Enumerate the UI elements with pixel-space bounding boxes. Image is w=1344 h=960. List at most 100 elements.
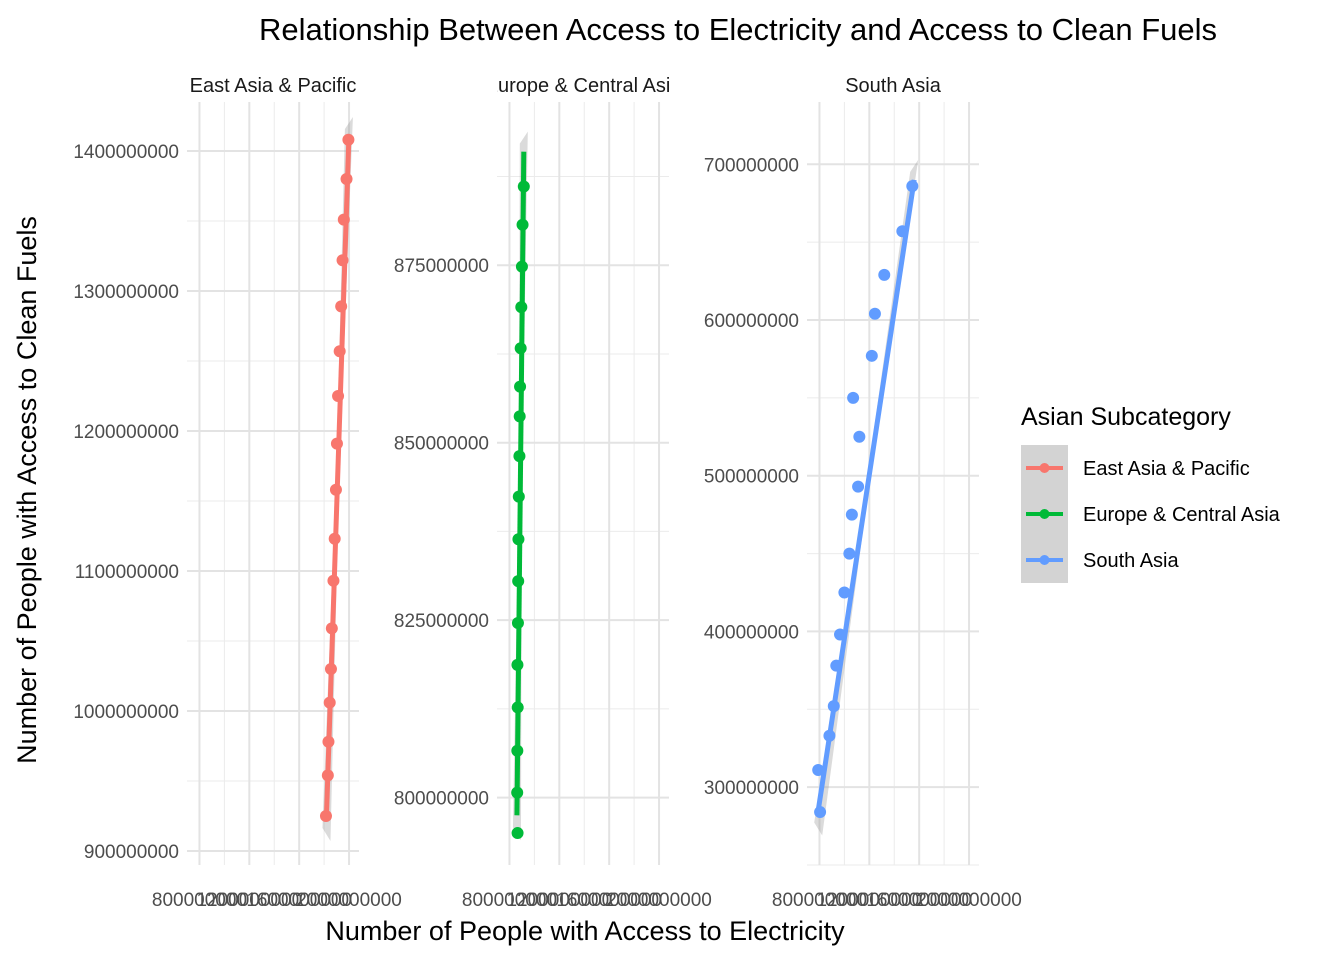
data-point: [896, 225, 909, 238]
data-point: [514, 380, 527, 393]
x-tick-label: 800000000: [462, 890, 557, 911]
data-point: [517, 180, 530, 193]
y-tick-label: 400000000: [704, 622, 799, 643]
x-tick-label: 1200000000: [816, 890, 922, 911]
x-tick-label: 1600000000: [866, 890, 972, 911]
data-point: [513, 450, 526, 463]
data-point: [838, 586, 851, 599]
y-tick-label: 850000000: [394, 434, 489, 455]
legend-item-label: South Asia: [1083, 550, 1180, 572]
data-point: [333, 345, 346, 358]
plot-area: [511, 131, 530, 841]
data-point: [812, 764, 825, 777]
data-point: [324, 663, 337, 675]
data-point: [323, 696, 336, 709]
x-tick-label: 1200000000: [196, 890, 302, 911]
data-point: [511, 616, 524, 629]
x-tick-label: 2000000000: [606, 890, 712, 911]
x-tick-label: 800000000: [772, 890, 867, 911]
data-point: [335, 300, 348, 313]
y-tick-label: 1000000000: [73, 702, 179, 723]
panel-2: South Asia 300000000 400000000 500000000 600…: [704, 75, 1022, 911]
data-point: [830, 659, 843, 672]
y-tick-label: 700000000: [704, 155, 799, 176]
y-tick-label: 1100000000: [75, 562, 179, 583]
y-tick-label: 1300000000: [73, 282, 179, 303]
data-point: [511, 701, 524, 714]
trend-line: [815, 179, 917, 811]
legend-key-point: [1039, 555, 1050, 565]
y-tick-label: 1200000000: [73, 422, 179, 443]
y-axis-label: Number of People with Access to Clean Fu…: [12, 216, 42, 764]
strip-label: South Asia: [845, 75, 942, 97]
y-tick-label: 500000000: [704, 467, 799, 488]
data-point: [515, 301, 528, 314]
legend-item-label: East Asia & Pacific: [1083, 458, 1250, 480]
data-point: [512, 575, 525, 588]
data-point: [814, 806, 827, 819]
data-point: [852, 480, 865, 493]
panels-layer: East Asia & Pacific 900000000 1000000000 11…: [73, 75, 1022, 911]
data-point: [511, 658, 524, 671]
data-point: [843, 547, 856, 560]
data-point: [512, 490, 525, 503]
y-tick-label: 1400000000: [73, 142, 179, 163]
legend-key-point: [1039, 463, 1050, 473]
legend-title: Asian Subcategory: [1021, 403, 1231, 431]
strip-label: East Asia & Pacific: [190, 75, 357, 97]
panel-0: East Asia & Pacific 900000000 1000000000 11…: [73, 75, 402, 911]
x-tick-label: 1600000000: [556, 890, 662, 911]
strip-label: Europe & Central Asia: [485, 75, 683, 97]
y-tick-label: 800000000: [394, 789, 489, 810]
y-tick-label: 600000000: [704, 311, 799, 332]
x-axis-label: Number of People with Access to Electric…: [325, 916, 845, 946]
legend-item-label: Europe & Central Asia: [1083, 504, 1281, 526]
data-point: [512, 533, 525, 546]
plot-area: [319, 117, 355, 841]
data-point: [322, 735, 335, 748]
data-point: [515, 260, 528, 273]
legend-key-point: [1039, 509, 1050, 519]
plot-area: [812, 159, 919, 836]
data-point: [342, 133, 355, 146]
data-point: [834, 628, 847, 641]
data-point: [330, 437, 343, 450]
data-point: [878, 268, 891, 281]
data-point: [329, 483, 342, 496]
data-point: [336, 254, 349, 267]
y-tick-label: 300000000: [704, 778, 799, 799]
data-point: [845, 508, 858, 521]
panel-1: Europe & Central Asia 800000000 825000000 8…: [394, 75, 712, 911]
data-point: [511, 786, 524, 799]
x-tick-label: 800000000: [152, 890, 247, 911]
data-point: [340, 173, 353, 185]
data-point: [853, 430, 866, 443]
data-point: [823, 729, 836, 742]
data-point: [337, 213, 350, 226]
data-point: [847, 391, 860, 404]
y-tick-label: 900000000: [84, 842, 179, 863]
data-point: [513, 410, 526, 423]
data-point: [319, 810, 332, 822]
data-point: [865, 349, 878, 362]
x-tick-label: 2000000000: [296, 890, 402, 911]
legend: Asian Subcategory East Asia & Pacific Eur…: [1021, 403, 1281, 583]
trend-line: [323, 136, 352, 817]
data-point: [328, 532, 341, 545]
data-point: [332, 390, 345, 402]
y-tick-label: 875000000: [394, 256, 489, 277]
x-tick-label: 1200000000: [506, 890, 612, 911]
data-point: [906, 180, 919, 193]
trend-line: [514, 151, 527, 816]
x-tick-label: 1600000000: [246, 890, 352, 911]
data-point: [511, 744, 524, 757]
data-point: [868, 307, 881, 320]
chart-title: Relationship Between Access to Electrici…: [259, 12, 1217, 47]
y-tick-label: 825000000: [394, 611, 489, 632]
data-point: [327, 574, 340, 587]
data-point: [321, 769, 334, 782]
x-tick-label: 2000000000: [916, 890, 1022, 911]
data-point: [514, 342, 527, 355]
data-point: [516, 218, 529, 231]
